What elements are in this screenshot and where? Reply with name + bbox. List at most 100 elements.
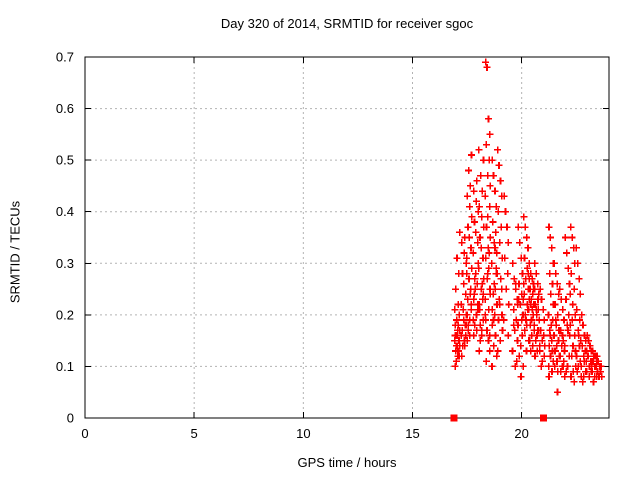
data-point-plus (598, 373, 606, 381)
data-point-plus (548, 244, 556, 252)
data-point-plus (524, 244, 532, 252)
data-point-plus (583, 332, 591, 339)
y-tick-label: 0.2 (56, 307, 74, 322)
data-point-plus (538, 295, 545, 303)
data-point-plus (540, 352, 548, 360)
data-point-plus (491, 311, 499, 319)
data-point-plus (476, 234, 484, 241)
data-point-plus (484, 172, 492, 180)
data-point-plus (577, 362, 585, 370)
data-point-plus (464, 295, 472, 303)
x-tick-labels: 0 5 10 15 20 (81, 426, 529, 441)
data-point-plus (545, 223, 553, 231)
data-point-plus (451, 306, 459, 314)
data-point-plus (575, 275, 583, 283)
data-point-plus (525, 275, 533, 283)
data-point-plus (490, 280, 498, 288)
data-point-plus (476, 321, 484, 329)
data-point-plus (451, 332, 459, 339)
data-point-plus (483, 223, 490, 231)
data-point-plus (481, 311, 489, 319)
y-tick-label: 0.1 (56, 359, 74, 374)
data-point-plus (579, 378, 587, 386)
data-point-plus (511, 362, 519, 370)
plot-border (84, 56, 610, 419)
data-point-plus (500, 316, 508, 324)
data-point-plus (539, 306, 547, 314)
data-point-plus (460, 249, 468, 257)
data-point-plus (553, 357, 561, 365)
data-points (451, 58, 606, 396)
data-point-plus (550, 347, 558, 355)
data-point-plus (452, 357, 460, 365)
data-point-plus (521, 326, 529, 334)
data-point-plus (550, 332, 558, 339)
data-point-plus (545, 373, 553, 381)
data-point-plus (538, 357, 546, 365)
data-point-plus (477, 172, 485, 180)
data-point-plus (478, 280, 486, 288)
y-tick-label: 0.7 (56, 50, 74, 65)
data-point-plus (503, 223, 511, 231)
data-point-plus (485, 249, 493, 257)
data-point-plus (510, 306, 518, 314)
data-point-plus (514, 223, 522, 231)
data-point-plus (566, 280, 573, 288)
data-point-plus (490, 172, 497, 180)
data-point-plus (523, 264, 531, 272)
data-point-plus (482, 58, 490, 66)
data-point-plus (463, 192, 471, 200)
data-point-plus (556, 285, 564, 293)
data-point-plus (534, 280, 542, 288)
data-point-plus (586, 342, 594, 350)
data-point-plus (516, 301, 524, 308)
data-point-plus (528, 316, 535, 324)
data-point-plus (566, 321, 574, 329)
data-point-plus (496, 239, 504, 247)
data-point-plus (486, 130, 494, 138)
data-point-plus (472, 197, 480, 205)
data-point-plus (523, 234, 531, 241)
data-point-plus (529, 290, 537, 298)
data-point-plus (465, 234, 473, 241)
data-point-plus (590, 378, 597, 386)
data-point-plus (461, 342, 469, 350)
data-point-plus (463, 270, 471, 278)
data-point-plus (530, 321, 538, 329)
data-point-plus (498, 311, 506, 319)
data-point-plus (485, 115, 492, 123)
data-point-plus (494, 208, 502, 216)
data-point-plus (585, 337, 592, 345)
data-point-plus (520, 290, 528, 298)
data-point-plus (564, 326, 572, 334)
data-point-plus (573, 352, 580, 360)
data-point-plus (457, 332, 465, 339)
data-point-plus (452, 342, 460, 350)
data-point-plus (559, 332, 566, 339)
data-point-plus (529, 342, 537, 350)
x-tick-label: 5 (191, 426, 198, 441)
y-tick-label: 0.5 (56, 153, 74, 168)
data-point-plus (545, 311, 552, 319)
data-point-plus (551, 301, 559, 308)
data-point-plus (518, 332, 526, 339)
data-point-plus (481, 192, 489, 200)
data-point-plus (540, 332, 548, 339)
y-tick-labels: 0 0.1 0.2 0.3 0.4 0.5 0.6 0.7 (56, 50, 74, 426)
data-point-plus (561, 234, 569, 241)
data-point-plus (481, 295, 489, 303)
data-point-plus (484, 213, 492, 221)
data-point-plus (499, 326, 506, 334)
data-point-plus (514, 321, 522, 329)
data-point-plus (463, 311, 471, 319)
data-point-plus (478, 213, 486, 221)
data-point-plus (473, 311, 480, 319)
data-point-plus (561, 373, 569, 381)
data-point-plus (521, 311, 529, 319)
data-point-plus (471, 275, 479, 283)
data-point-plus (568, 316, 576, 324)
data-point-plus (516, 239, 524, 247)
data-point-plus (560, 316, 568, 324)
data-point-plus (501, 254, 509, 262)
